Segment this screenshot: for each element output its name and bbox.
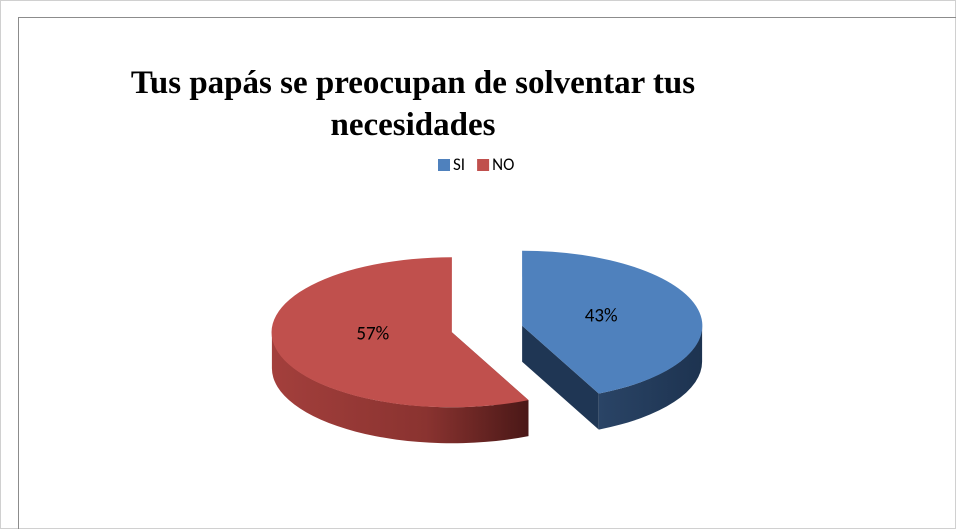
legend-label: SI <box>453 154 465 175</box>
slice-side <box>271 332 529 444</box>
legend-label: NO <box>492 154 514 175</box>
slice-face <box>522 325 599 430</box>
pie-slice <box>522 250 703 394</box>
chart-border <box>18 17 956 529</box>
legend-swatch <box>477 159 490 171</box>
slice-side <box>598 325 703 430</box>
pie-slice <box>271 257 529 408</box>
data-label: 43% <box>585 305 618 328</box>
data-label: 57% <box>356 323 389 346</box>
legend-swatch <box>438 159 450 171</box>
chart-title: Tus papás se preocupan de solventar tus … <box>130 65 696 143</box>
